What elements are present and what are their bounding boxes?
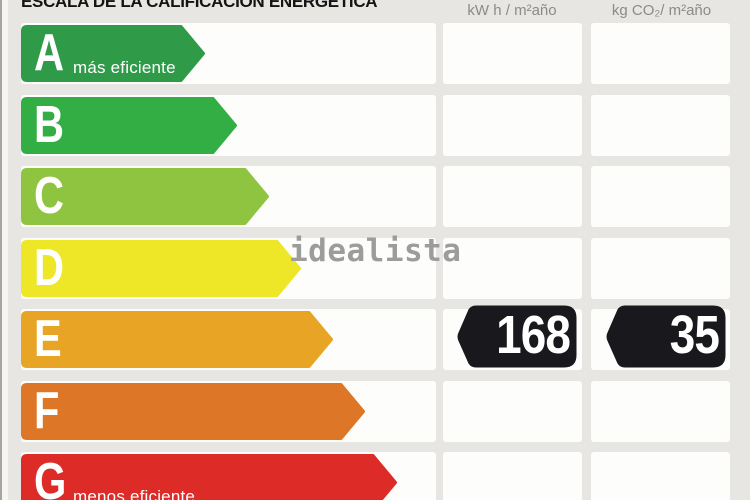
page-title: ESCALA DE LA CALIFICACIÓN ENERGÉTICA <box>21 0 378 11</box>
co2-value-badge: 35 <box>604 303 728 370</box>
energy-cell <box>443 452 582 500</box>
co2-cell <box>591 95 730 156</box>
energy-value: 168 <box>495 305 571 365</box>
rating-sublabel: más eficiente <box>73 58 176 77</box>
rating-arrow: F <box>21 383 365 440</box>
emissions-unit-header: kg CO₂/ m²año <box>611 2 712 19</box>
rating-letter: E <box>34 310 62 368</box>
co2-value: 35 <box>669 305 720 365</box>
rating-arrow-icon <box>21 240 301 297</box>
energy-cell <box>443 166 582 227</box>
rating-arrow: D <box>21 240 301 297</box>
energy-unit-header: kW h / m²año <box>467 2 557 19</box>
rating-arrow: B <box>21 97 237 154</box>
rating-arrow-icon <box>21 311 333 368</box>
rating-arrow-icon <box>21 168 269 225</box>
left-edge-shadow <box>0 0 2 500</box>
co2-cell <box>591 381 730 442</box>
rating-row-c: C <box>0 166 750 227</box>
rating-row-a: A más eficiente <box>0 23 750 84</box>
energy-cell <box>443 381 582 442</box>
rating-arrow: G menos eficiente <box>21 454 397 500</box>
watermark: idealista <box>289 233 462 269</box>
rating-letter: A <box>34 24 65 82</box>
value-tag-icon <box>457 305 577 368</box>
energy-cell <box>443 238 582 299</box>
rating-letter: F <box>34 382 60 440</box>
rating-letter: G <box>34 453 67 500</box>
rating-row-f: F <box>0 381 750 442</box>
left-edge-highlight <box>2 0 8 500</box>
value-tag-icon <box>606 305 726 368</box>
co2-cell <box>591 23 730 84</box>
rating-arrow-icon <box>21 454 397 500</box>
co2-cell <box>591 238 730 299</box>
energy-value-badge: 168 <box>455 303 579 370</box>
rating-sublabel: menos eficiente <box>73 487 196 500</box>
rating-arrow: C <box>21 168 269 225</box>
rating-row-g: G menos eficiente <box>0 452 750 500</box>
rating-letter: D <box>34 239 65 297</box>
rating-letter: C <box>34 167 65 225</box>
rating-arrow-icon <box>21 383 365 440</box>
rating-row-b: B <box>0 95 750 156</box>
rating-arrow: E <box>21 311 333 368</box>
co2-cell <box>591 166 730 227</box>
co2-cell <box>591 452 730 500</box>
rating-arrow: A más eficiente <box>21 25 205 82</box>
rating-arrow-icon <box>21 25 205 82</box>
energy-cell <box>443 23 582 84</box>
rating-letter: B <box>34 96 65 154</box>
rating-arrow-icon <box>21 97 237 154</box>
rating-row-d: D <box>0 238 750 299</box>
energy-cell <box>443 95 582 156</box>
